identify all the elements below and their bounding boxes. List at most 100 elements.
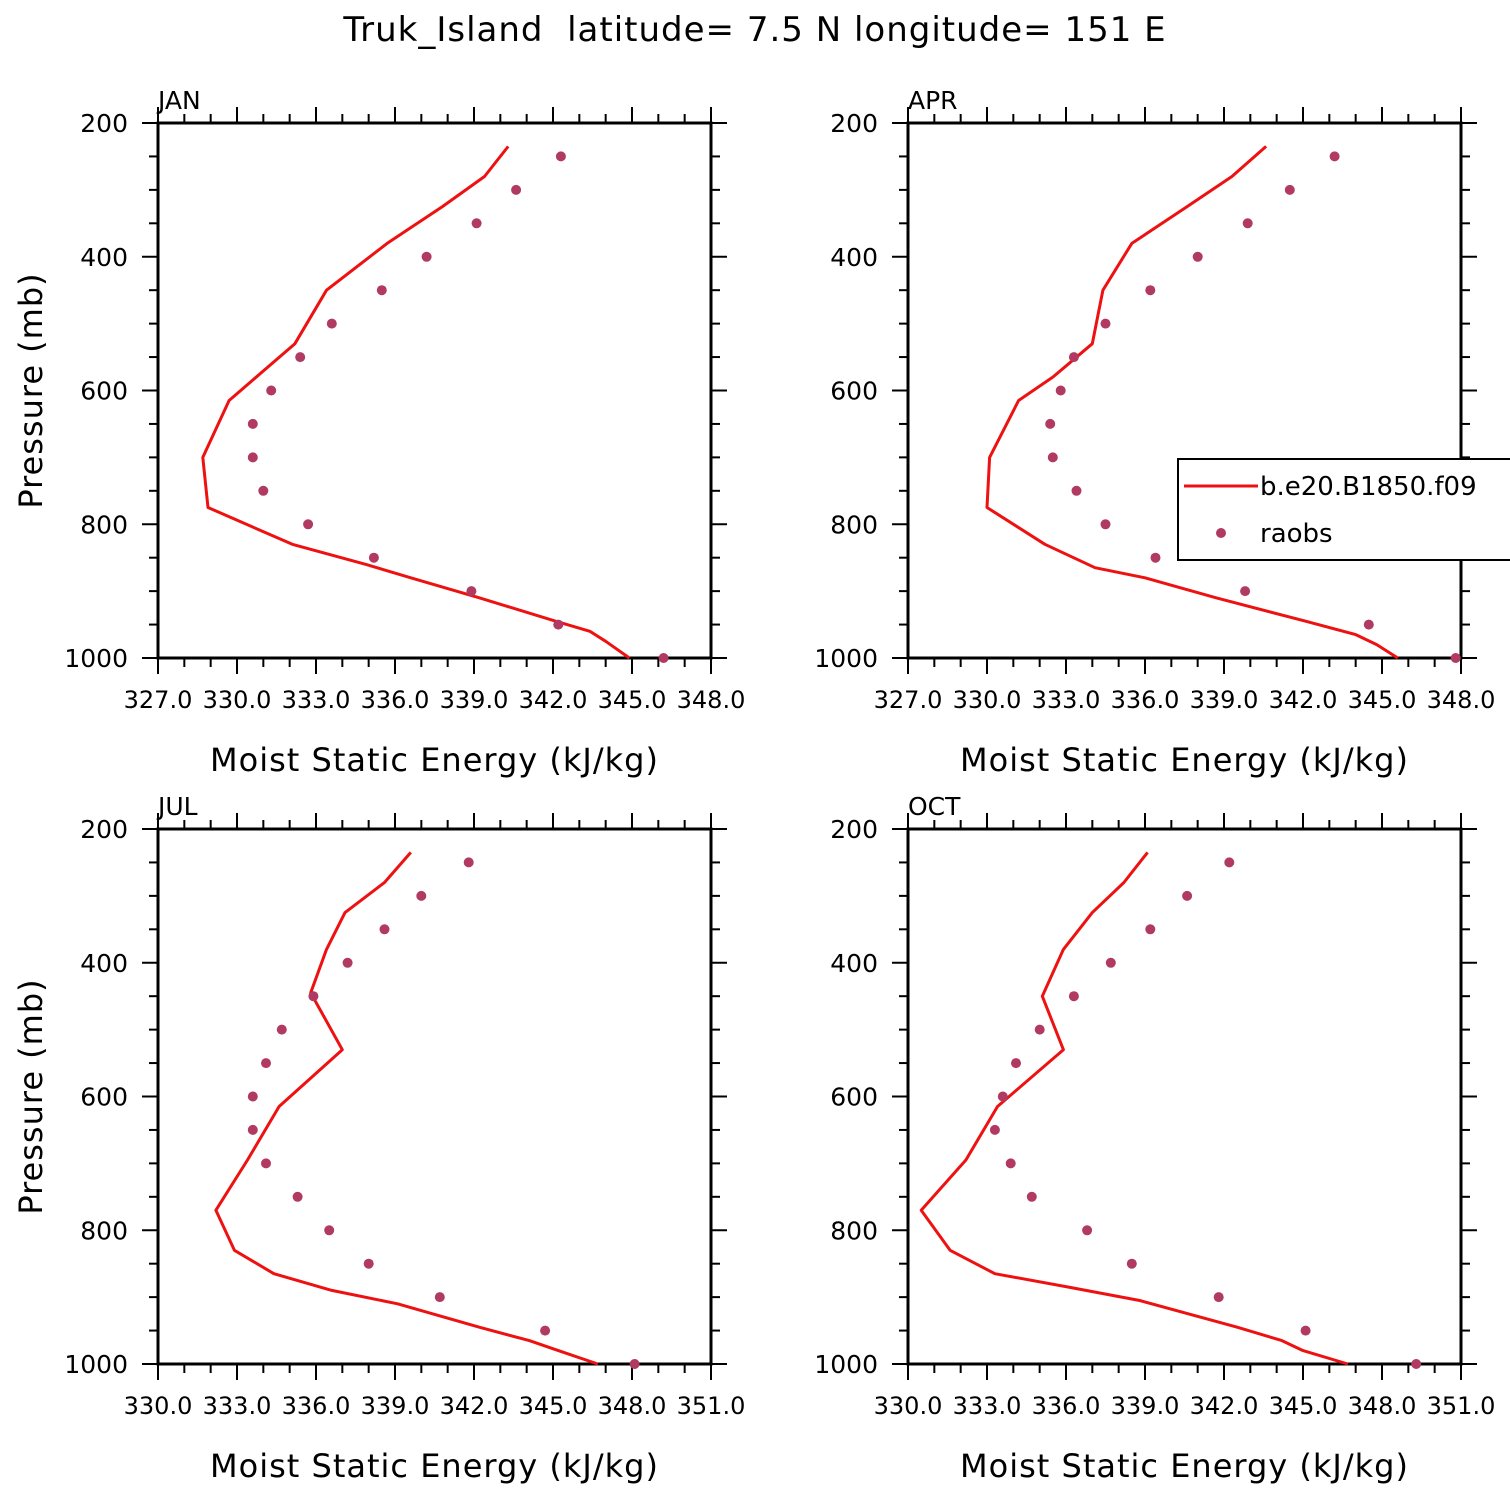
raobs-point <box>1192 251 1203 262</box>
x-tick-label: 345.0 <box>519 1392 588 1420</box>
raobs-point <box>1411 1359 1422 1369</box>
x-tick-label: 336.0 <box>282 1392 351 1420</box>
x-tick-label: 348.0 <box>598 1392 667 1420</box>
raobs-point <box>1068 352 1079 363</box>
raobs-point <box>247 1091 258 1102</box>
raobs-point <box>1105 957 1116 968</box>
raobs-point <box>1224 857 1235 868</box>
x-tick-label: 333.0 <box>282 686 351 714</box>
raobs-point <box>276 1024 287 1035</box>
raobs-point <box>1034 1024 1045 1035</box>
x-tick-label: 333.0 <box>1032 686 1101 714</box>
y-axis-title: Pressure (mb) <box>12 272 50 508</box>
raobs-point <box>247 418 258 429</box>
x-axis-title: Moist Static Energy (kJ/kg) <box>210 741 659 779</box>
y-tick-label: 400 <box>830 243 878 272</box>
raobs-point <box>295 352 306 363</box>
x-tick-label: 339.0 <box>440 686 509 714</box>
panel-label: JAN <box>156 86 201 115</box>
plot-frame <box>906 121 1463 660</box>
x-tick-label: 336.0 <box>361 686 430 714</box>
raobs-point <box>379 924 390 935</box>
raobs-point <box>363 1258 374 1269</box>
raobs-point <box>266 385 277 396</box>
x-tick-label: 345.0 <box>1348 686 1417 714</box>
y-tick-label: 400 <box>80 243 128 272</box>
y-tick-label: 600 <box>80 1083 128 1112</box>
y-tick-label: 800 <box>830 1216 878 1245</box>
y-tick-label: 1000 <box>64 1350 128 1379</box>
y-tick-label: 800 <box>80 510 128 539</box>
raobs-point <box>421 251 432 262</box>
raobs-point <box>553 619 564 630</box>
x-tick-label: 348.0 <box>1427 686 1496 714</box>
y-tick-label: 400 <box>830 949 878 978</box>
raobs-point <box>1145 924 1156 935</box>
y-tick-label: 200 <box>830 815 878 844</box>
raobs-point <box>1182 890 1193 901</box>
raobs-point <box>555 151 566 162</box>
x-tick-label: 330.0 <box>203 686 272 714</box>
legend-box <box>1177 458 1510 561</box>
raobs-point <box>1047 452 1058 463</box>
raobs-point <box>463 857 474 868</box>
raobs-point <box>471 218 482 229</box>
raobs-point <box>326 318 337 329</box>
y-tick-label: 1000 <box>814 1350 878 1379</box>
x-tick-label: 342.0 <box>1190 1392 1259 1420</box>
y-axis-title: Pressure (mb) <box>12 978 50 1214</box>
x-tick-label: 336.0 <box>1111 686 1180 714</box>
x-tick-label: 342.0 <box>519 686 588 714</box>
x-tick-label: 330.0 <box>874 1392 943 1420</box>
y-tick-label: 200 <box>80 815 128 844</box>
x-tick-label: 348.0 <box>1348 1392 1417 1420</box>
y-tick-label: 200 <box>830 109 878 138</box>
raobs-point <box>303 519 314 530</box>
legend-obs-label: raobs <box>1260 519 1333 549</box>
y-tick-label: 1000 <box>64 644 128 673</box>
raobs-point <box>1126 1258 1137 1269</box>
x-tick-label: 348.0 <box>677 686 746 714</box>
raobs-point <box>1055 385 1066 396</box>
y-tick-label: 400 <box>80 949 128 978</box>
raobs-point <box>1363 619 1374 630</box>
model-profile-line <box>214 851 599 1366</box>
raobs-point <box>1213 1292 1224 1303</box>
raobs-point <box>434 1292 445 1303</box>
legend: b.e20.B1850.f09 raobs <box>1177 458 1510 561</box>
raobs-point <box>368 552 379 563</box>
raobs-point <box>1026 1191 1037 1202</box>
plot-frame <box>906 827 1463 1366</box>
raobs-point <box>1068 991 1079 1002</box>
raobs-point <box>1329 151 1340 162</box>
panel-label: JUL <box>156 792 198 821</box>
panel-oct: 330.0 333.0 336.0 339.0 342.0 345.0 348.0 351.0… <box>814 792 1495 1485</box>
x-axis-title: Moist Static Energy (kJ/kg) <box>960 741 1409 779</box>
x-tick-label: 333.0 <box>953 1392 1022 1420</box>
raobs-point <box>1240 586 1251 597</box>
panel-jan: 327.0 330.0 333.0 336.0 339.0 342.0 345.0 348.0… <box>12 86 745 779</box>
raobs-point <box>1082 1225 1093 1236</box>
x-tick-label: 342.0 <box>1269 686 1338 714</box>
raobs-point <box>292 1191 303 1202</box>
y-tick-label: 1000 <box>814 644 878 673</box>
raobs-point <box>258 485 269 496</box>
raobs-point <box>511 184 522 195</box>
x-tick-label: 327.0 <box>874 686 943 714</box>
x-axis-title: Moist Static Energy (kJ/kg) <box>960 1447 1409 1485</box>
x-tick-label: 330.0 <box>953 686 1022 714</box>
raobs-point <box>261 1158 271 1169</box>
legend-obs-swatch <box>1216 528 1226 538</box>
raobs-point <box>1100 519 1111 530</box>
panel-apr: 327.0 330.0 333.0 336.0 339.0 342.0 345.0 348.0… <box>814 86 1495 779</box>
x-tick-label: 345.0 <box>1269 1392 1338 1420</box>
x-tick-label: 339.0 <box>1190 686 1259 714</box>
raobs-point <box>1150 552 1161 563</box>
x-axis-title: Moist Static Energy (kJ/kg) <box>210 1447 659 1485</box>
raobs-point <box>1450 653 1461 663</box>
raobs-point <box>416 890 427 901</box>
figure-title: Truk_Island latitude= 7.5 N longitude= 1… <box>343 10 1167 50</box>
x-tick-label: 327.0 <box>124 686 193 714</box>
raobs-point <box>1071 485 1082 496</box>
